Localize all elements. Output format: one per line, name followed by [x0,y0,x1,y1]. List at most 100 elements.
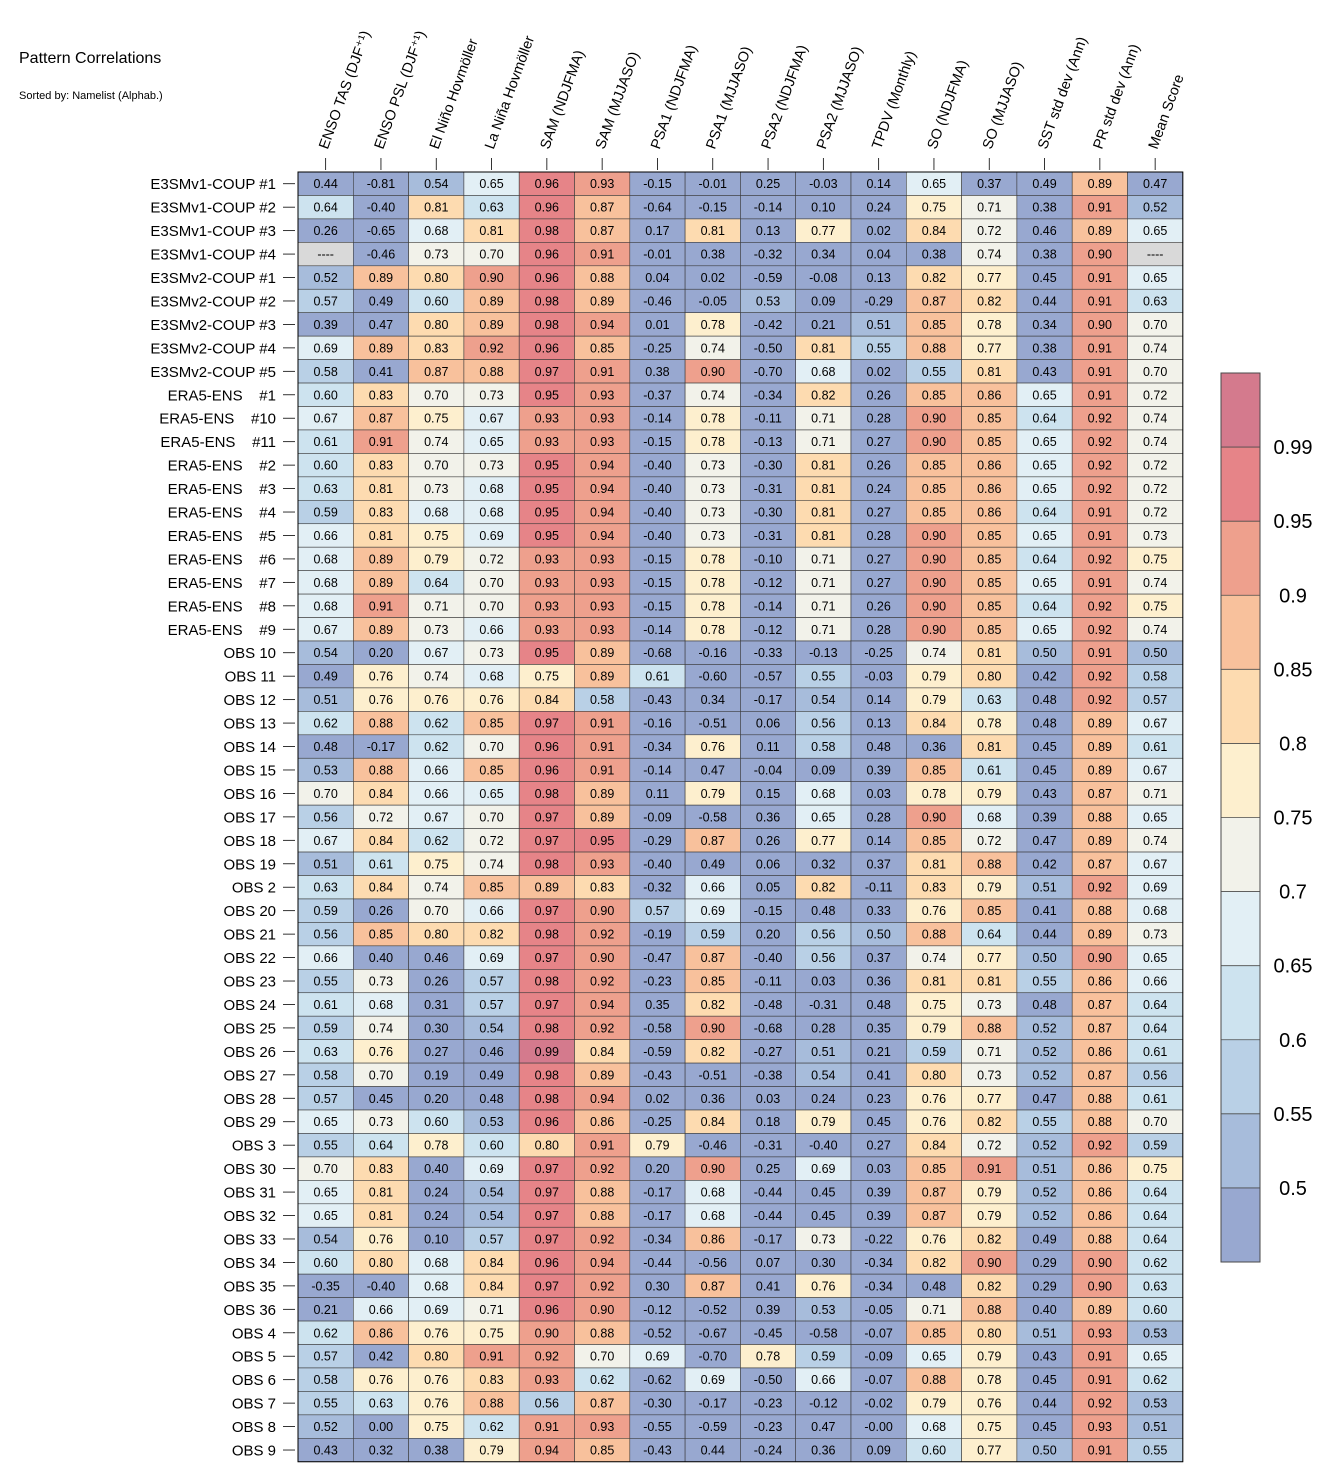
row-label: E3SMv1-COUP #4 [150,247,276,264]
cell-value-label: 0.96 [535,1303,559,1317]
heatmap-cells [297,171,1184,1463]
row-label: OBS 32 [223,1208,276,1225]
cell-value-label: 0.01 [645,318,669,332]
cell-value-label: 0.89 [369,552,393,566]
cell-value-label: 0.81 [977,365,1001,379]
cell-value-label: 0.27 [866,1139,890,1153]
cell-value-label: 0.92 [1088,1397,1112,1411]
cell-value-label: 0.69 [313,341,337,355]
cell-value-label: 0.73 [479,646,503,660]
cell-value-label: 0.90 [479,271,503,285]
cell-value-label: 0.84 [701,1115,725,1129]
cell-value-label: 0.21 [866,1045,890,1059]
row-label: OBS 6 [232,1372,276,1389]
cell-value-label: 0.51 [866,318,890,332]
cell-value-label: 0.42 [369,1350,393,1364]
cell-value-label: 0.65 [922,177,946,191]
cell-value-label: 0.92 [590,975,614,989]
cell-value-label: 0.88 [590,1209,614,1223]
cell-value-label: 0.88 [1088,810,1112,824]
cell-value-label: 0.85 [977,435,1001,449]
cell-value-label: 0.49 [1032,177,1056,191]
cell-value-label: 0.46 [479,1045,503,1059]
cell-value-label: -0.13 [754,435,783,449]
cell-value-label: 0.76 [922,1115,946,1129]
row-label: OBS 15 [223,762,276,779]
cell-value-label: 0.68 [977,810,1001,824]
cell-value-label: 0.66 [313,951,337,965]
cell-value-label: 0.57 [479,975,503,989]
cell-value-label: 0.82 [811,881,835,895]
cell-value-label: 0.69 [811,1162,835,1176]
cell-value-label: 0.97 [535,904,559,918]
cell-value-label: 0.38 [1032,248,1056,262]
cell-value-label: 0.26 [424,975,448,989]
cell-value-label: 0.60 [922,1444,946,1458]
row-label: OBS 17 [223,809,276,826]
cell-value-label: 0.74 [701,388,725,402]
cell-value-label: 0.85 [922,506,946,520]
cell-value-label: -0.15 [643,435,672,449]
colorbar-border [1220,372,1261,1263]
cell-value-label: 0.93 [590,552,614,566]
cell-value-label: 0.84 [369,834,393,848]
cell-value-label: 0.80 [369,1256,393,1270]
cell-value-label: 0.47 [701,763,725,777]
cell-value-label: 0.80 [424,928,448,942]
cell-value-label: -0.19 [643,928,672,942]
cell-value-label: 0.57 [1143,693,1167,707]
cell-value-label: 0.90 [922,529,946,543]
cell-value-label: 0.31 [424,998,448,1012]
cell-value-label: 0.66 [811,1373,835,1387]
cell-value-label: 0.70 [479,248,503,262]
cell-value-label: -0.37 [643,388,672,402]
cell-value-label: 0.87 [922,294,946,308]
cell-value-label: 0.72 [1143,482,1167,496]
cell-value-label: 0.63 [479,201,503,215]
cell-value-label: 0.98 [535,294,559,308]
cell-value-label: 0.45 [811,1186,835,1200]
cell-value-label: 0.87 [701,1279,725,1293]
cell-value-label: 0.44 [313,177,337,191]
column-label: PSA2 (NDJFMA) [759,43,812,151]
cell-value-label: 0.64 [313,201,337,215]
cell-value-label: 0.70 [1143,1115,1167,1129]
cell-value-label: -0.40 [643,529,672,543]
cell-value-label: 0.85 [922,318,946,332]
cell-value-label: -0.12 [643,1303,672,1317]
cell-value-label: 0.88 [977,1021,1001,1035]
cell-value-label: 0.88 [590,271,614,285]
cell-value-label: 0.64 [977,928,1001,942]
cell-value-label: 0.52 [313,271,337,285]
cell-value-label: 0.74 [701,341,725,355]
cell-value-label: 0.91 [1088,341,1112,355]
cell-value-label: 0.81 [369,482,393,496]
cell-value-label: 0.94 [590,529,614,543]
cell-value-label: 0.62 [313,717,337,731]
cell-value-label: 0.92 [1088,670,1112,684]
row-label: OBS 22 [223,950,276,967]
cell-value-label: 0.45 [369,1092,393,1106]
cell-value-label: 0.44 [701,1444,725,1458]
cell-value-label: 0.48 [1032,717,1056,731]
cell-value-label: 0.69 [701,904,725,918]
cell-value-label: 0.24 [811,1092,835,1106]
cell-value-label: 0.89 [369,623,393,637]
cell-value-label: -0.50 [754,341,783,355]
cell-value-label: 0.93 [590,623,614,637]
cell-value-label: 0.79 [811,1115,835,1129]
cell-value-label: 0.60 [313,1256,337,1270]
cell-value-label: 0.94 [535,1444,559,1458]
cell-value-label: 0.78 [701,412,725,426]
cell-value-label: 0.61 [369,857,393,871]
cell-value-label: 0.03 [866,1162,890,1176]
cell-value-label: 0.47 [369,318,393,332]
cell-value-label: 0.58 [313,1068,337,1082]
cell-value-label: 0.75 [424,1420,448,1434]
cell-value-label: 0.39 [866,763,890,777]
row-label: OBS 19 [223,856,276,873]
cell-value-label: -0.11 [754,412,782,426]
cell-value-label: 0.75 [424,857,448,871]
cell-value-label: 0.97 [535,1279,559,1293]
cell-value-label: -0.07 [864,1326,893,1340]
